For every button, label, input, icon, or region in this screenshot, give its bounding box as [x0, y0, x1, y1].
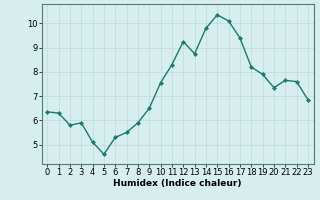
- X-axis label: Humidex (Indice chaleur): Humidex (Indice chaleur): [113, 179, 242, 188]
